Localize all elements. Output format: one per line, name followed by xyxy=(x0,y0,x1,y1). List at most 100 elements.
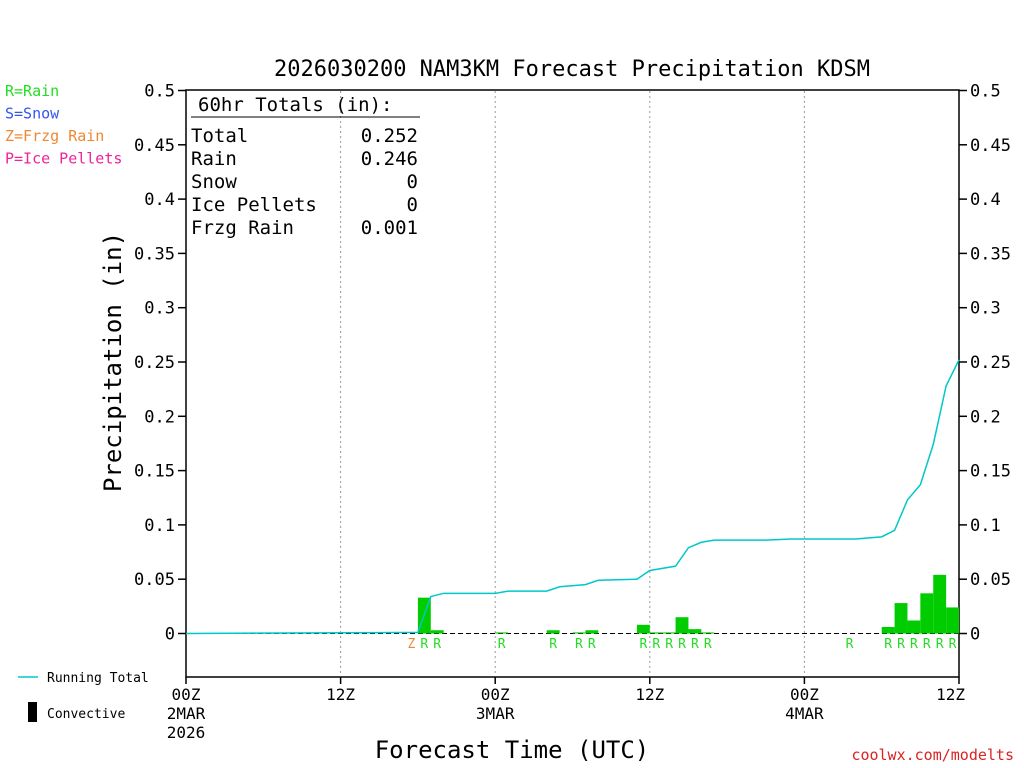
convective-legend-swatch xyxy=(28,702,37,722)
x-tick-label: 12Z xyxy=(936,685,965,704)
y-tick-label: 0 xyxy=(165,625,175,645)
precip-type-marker: R xyxy=(846,637,854,652)
chart-title: 2026030200 NAM3KM Forecast Precipitation… xyxy=(274,57,870,82)
precip-type-marker: R xyxy=(678,637,686,652)
y-tick-label: 0.15 xyxy=(134,462,175,482)
precip-bar xyxy=(946,607,959,634)
precip-type-marker: R xyxy=(420,637,428,652)
totals-row-value: 0.252 xyxy=(361,125,418,147)
precip-type-marker: R xyxy=(884,637,892,652)
precip-type-marker: R xyxy=(639,637,647,652)
x-tick-label: 2026 xyxy=(167,723,206,742)
totals-row-value: 0.246 xyxy=(361,148,418,170)
totals-row-label: Ice Pellets xyxy=(191,194,317,216)
convective-legend-label: Convective xyxy=(47,707,125,722)
hourly-bars xyxy=(417,574,959,634)
y-tick-label: 0.5 xyxy=(144,82,175,102)
precip-type-marker: R xyxy=(910,637,918,652)
precip-type-marker: R xyxy=(665,637,673,652)
precip-type-marker: R xyxy=(936,637,944,652)
precip-type-marker: R xyxy=(433,637,441,652)
y-tick-label-right: 0.4 xyxy=(970,190,1001,210)
precip-bar xyxy=(894,603,908,634)
precip-bar xyxy=(688,629,702,634)
precip-type-marker: R xyxy=(575,637,583,652)
precip-bar xyxy=(701,632,715,634)
credit-text: coolwx.com/modelts xyxy=(851,746,1014,764)
y-axis-label: Precipitation (in) xyxy=(99,232,127,492)
type-legend-item: P=Ice Pellets xyxy=(5,150,122,168)
precip-bar xyxy=(662,632,676,634)
totals-row-label: Total xyxy=(191,125,248,147)
y-tick-label: 0.1 xyxy=(144,516,175,536)
running-total-legend: Running Total xyxy=(18,671,149,686)
y-tick-label-right: 0.15 xyxy=(970,462,1011,482)
running-total-legend-label: Running Total xyxy=(47,671,149,686)
y-tick-label-right: 0.2 xyxy=(970,407,1001,427)
x-tick-label: 2MAR xyxy=(167,704,206,723)
precip-type-marker: R xyxy=(588,637,596,652)
y-tick-label: 0.4 xyxy=(144,190,175,210)
y-tick-label: 0.3 xyxy=(144,299,175,319)
precip-type-legend: R=Rain S=Snow Z=Frzg Rain P=Ice Pellets xyxy=(5,82,122,168)
precip-type-marker: R xyxy=(652,637,660,652)
y-tick-label-right: 0.1 xyxy=(970,516,1001,536)
type-legend-item: R=Rain xyxy=(5,82,59,100)
running-total-line xyxy=(185,359,960,635)
precip-bar xyxy=(907,620,921,634)
x-tick-label: 4MAR xyxy=(785,704,824,723)
precip-type-marker: Z xyxy=(408,637,416,652)
plot-frame xyxy=(185,89,960,678)
precip-type-marker: R xyxy=(949,637,957,652)
precip-type-marker: R xyxy=(691,637,699,652)
x-tick-label: 00Z xyxy=(481,685,510,704)
precip-type-marker: R xyxy=(923,637,931,652)
y-axis-left: 0 0.05 0.1 0.15 0.2 0.25 0.3 0.35 0.4 0.45 0.5 xyxy=(134,82,186,645)
type-legend-item: S=Snow xyxy=(5,105,60,123)
y-tick-label-right: 0.05 xyxy=(970,570,1011,590)
y-tick-label: 0.45 xyxy=(134,136,175,156)
precip-bar xyxy=(920,593,934,634)
precip-type-marker: R xyxy=(704,637,712,652)
precip-bar xyxy=(546,630,560,634)
y-tick-label-right: 0.3 xyxy=(970,299,1001,319)
y-tick-label-right: 0.45 xyxy=(970,136,1011,156)
totals-row-value: 0.001 xyxy=(361,217,418,239)
y-tick-label: 0.2 xyxy=(144,407,175,427)
totals-row-label: Frzg Rain xyxy=(191,217,294,239)
y-tick-label-right: 0.5 xyxy=(970,82,1001,102)
y-tick-label: 0.35 xyxy=(134,244,175,264)
precip-bar xyxy=(495,632,509,634)
totals-row-value: 0 xyxy=(407,194,418,216)
y-axis-right: 0 0.05 0.1 0.15 0.2 0.25 0.3 0.35 0.4 0.45 0.5 xyxy=(959,82,1011,645)
y-tick-label: 0.05 xyxy=(134,570,175,590)
y-tick-label-right: 0 xyxy=(970,625,980,645)
totals-header: 60hr Totals (in): xyxy=(198,94,392,116)
x-tick-label: 00Z xyxy=(172,685,201,704)
convective-legend: Convective xyxy=(28,702,125,722)
totals-row-label: Snow xyxy=(191,171,237,193)
precip-bar xyxy=(675,617,689,634)
precip-bar xyxy=(933,574,947,634)
precip-bar xyxy=(430,630,444,634)
x-tick-label: 3MAR xyxy=(476,704,515,723)
y-tick-label-right: 0.25 xyxy=(970,353,1011,373)
precip-type-marker: R xyxy=(498,637,506,652)
precip-bar xyxy=(585,630,599,634)
x-tick-label: 00Z xyxy=(790,685,819,704)
y-tick-label-right: 0.35 xyxy=(970,244,1011,264)
x-tick-label: 12Z xyxy=(635,685,664,704)
x-tick-label: 12Z xyxy=(326,685,355,704)
precip-bar xyxy=(881,626,895,634)
totals-box: 60hr Totals (in): Total 0.252 Rain 0.246 Sno… xyxy=(191,94,420,239)
precip-bar xyxy=(636,624,650,634)
precip-type-marker: R xyxy=(897,637,905,652)
precip-bar xyxy=(649,632,663,634)
type-legend-item: Z=Frzg Rain xyxy=(5,127,104,145)
totals-row-value: 0 xyxy=(407,171,418,193)
y-tick-label: 0.25 xyxy=(134,353,175,373)
precip-type-marker: R xyxy=(549,637,557,652)
